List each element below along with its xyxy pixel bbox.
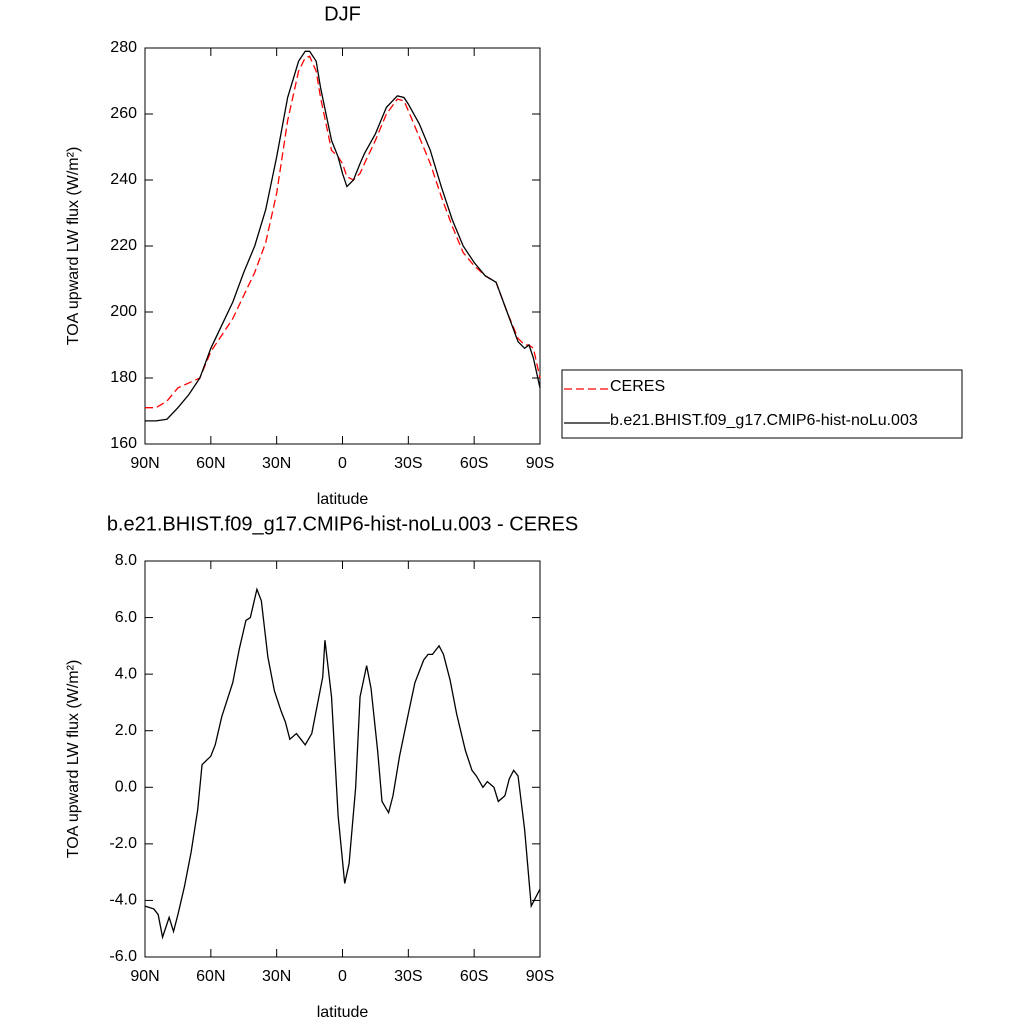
y-tick-label: 180: [110, 369, 137, 386]
plot-frame: [144, 560, 541, 958]
legend-label: CERES: [610, 378, 665, 395]
x-tick-label: 90N: [130, 968, 159, 985]
x-tick-label: 60N: [196, 455, 225, 472]
data-line: [145, 50, 541, 422]
x-tick-label: 90S: [526, 455, 554, 472]
y-tick-label: -2.0: [109, 835, 137, 852]
y-tick-label: -6.0: [109, 948, 137, 965]
x-tick-label: 0: [338, 455, 347, 472]
x-tick-label: 30N: [262, 968, 291, 985]
chart-title: b.e21.BHIST.f09_g17.CMIP6-hist-noLu.003 …: [107, 513, 578, 535]
x-tick-label: 30S: [394, 968, 422, 985]
x-axis-label: latitude: [317, 491, 369, 508]
data-line: [144, 587, 541, 940]
y-axis-label: TOA upward LW flux (W/m²): [65, 660, 82, 859]
chart-title: DJF: [324, 3, 361, 25]
legend-box: [561, 369, 963, 439]
y-tick-label: 6.0: [115, 609, 137, 626]
data-line: [145, 55, 541, 409]
x-tick-label: 60S: [460, 455, 488, 472]
y-tick-label: 4.0: [115, 665, 137, 682]
y-tick-label: -4.0: [109, 892, 137, 909]
legend-label: b.e21.BHIST.f09_g17.CMIP6-hist-noLu.003: [610, 412, 918, 429]
y-tick-label: 220: [110, 237, 137, 254]
y-tick-label: 200: [110, 303, 137, 320]
x-tick-label: 90N: [130, 455, 159, 472]
x-tick-label: 60N: [196, 968, 225, 985]
x-tick-label: 90S: [526, 968, 554, 985]
x-tick-label: 30S: [394, 455, 422, 472]
y-tick-label: 8.0: [115, 552, 137, 569]
y-tick-label: 240: [110, 171, 137, 188]
y-tick-label: 280: [110, 39, 137, 56]
x-axis-label: latitude: [317, 1004, 369, 1021]
y-axis-label: TOA upward LW flux (W/m²): [65, 147, 82, 346]
x-tick-label: 60S: [460, 968, 488, 985]
y-tick-label: 160: [110, 435, 137, 452]
x-tick-label: 30N: [262, 455, 291, 472]
y-tick-label: 0.0: [115, 779, 137, 796]
x-tick-label: 0: [338, 968, 347, 985]
y-tick-label: 2.0: [115, 722, 137, 739]
y-tick-label: 260: [110, 105, 137, 122]
plot-frame: [144, 47, 541, 445]
